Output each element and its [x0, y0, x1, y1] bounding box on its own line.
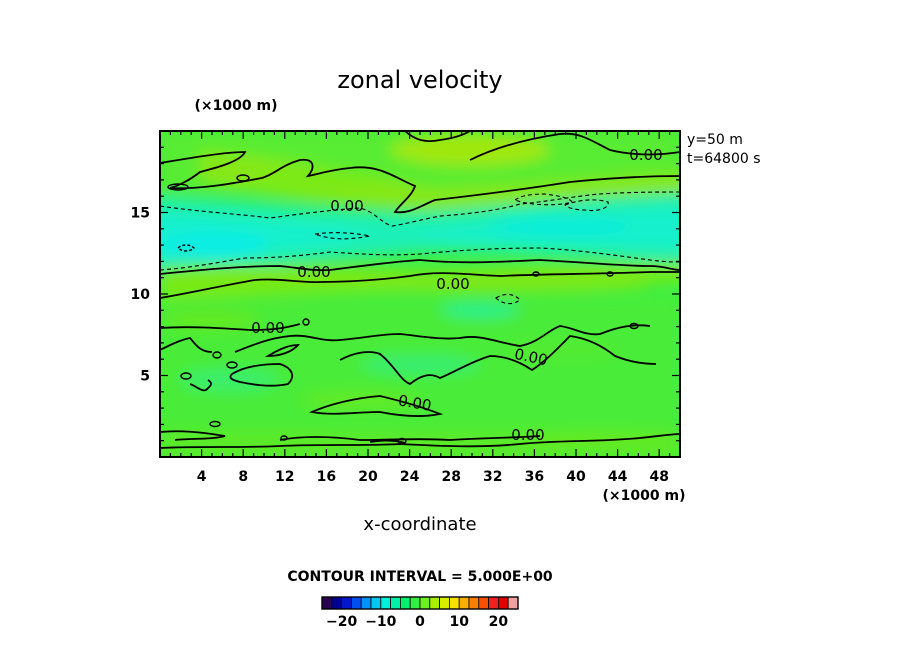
colorbar-frame	[321, 596, 519, 610]
y-scale-label: (×1000 m)	[195, 98, 278, 114]
contour-label: 0.00	[297, 263, 330, 281]
colorbar-swatch	[370, 596, 382, 610]
colorbar-tick-labels: −20 −10 0 10 20	[326, 614, 508, 630]
x-tick-label: 16	[317, 469, 336, 485]
x-tick-label: 28	[441, 469, 460, 485]
x-tick-label: 20	[358, 469, 378, 485]
colorbar-swatch	[439, 596, 450, 610]
x-tick-label: 44	[608, 469, 628, 485]
x-tick-label: 4	[197, 469, 207, 485]
y-tick-label: 5	[140, 369, 150, 385]
contour-label: 0.00	[511, 426, 544, 444]
colorbar-swatch	[380, 596, 391, 610]
annotation-t: t=64800 s	[687, 151, 761, 167]
x-tick-label: 8	[238, 469, 248, 485]
annotation-y: y=50 m	[687, 132, 743, 148]
x-tick-label: 40	[566, 469, 586, 485]
colorbar-swatch	[390, 596, 401, 610]
colorbar-swatch	[399, 596, 411, 610]
colorbar-tick-label: 10	[449, 614, 469, 630]
x-tick-label: 48	[649, 469, 668, 485]
colorbar-swatch	[478, 596, 489, 610]
chart-title: zonal velocity	[337, 66, 502, 94]
colorbar-swatch	[419, 596, 431, 610]
colorbar-swatch	[497, 596, 509, 610]
colorbar-swatch	[409, 596, 421, 610]
contour-interval: CONTOUR INTERVAL = 5.000E+00	[287, 569, 553, 585]
contour-labels: 0.00 0.00 0.00 0.00 0.00 0.00 0.00 0.00	[251, 146, 662, 444]
contour-label: 0.00	[330, 197, 363, 215]
colorbar-swatch	[488, 596, 499, 610]
colorbar-swatch	[350, 596, 362, 610]
colorbar-tick-label: −10	[365, 614, 396, 630]
contour-label: 0.00	[397, 391, 433, 415]
colorbar-swatch	[458, 596, 470, 610]
colorbar	[321, 596, 519, 610]
colorbar-swatch	[507, 596, 519, 610]
colorbar-swatch	[321, 596, 333, 610]
plot-frame	[159, 130, 681, 458]
x-tick-label: 12	[275, 469, 294, 485]
y-tick-label: 10	[131, 287, 151, 303]
contour-label: 0.00	[436, 275, 469, 293]
x-tick-label: 24	[400, 469, 420, 485]
contour-label: 0.00	[251, 319, 284, 337]
colorbar-swatch	[448, 596, 460, 610]
colorbar-tick-label: −20	[326, 614, 357, 630]
x-tick-label: 32	[483, 469, 502, 485]
y-tick-label: 15	[131, 206, 150, 222]
contour-lines	[160, 131, 680, 449]
colorbar-swatch	[360, 596, 372, 610]
contour-label: 0.00	[629, 146, 662, 164]
colorbar-tick-label: 0	[415, 614, 425, 630]
x-scale-label: (×1000 m)	[603, 488, 686, 504]
colorbar-swatch	[429, 596, 440, 610]
colorbar-swatch	[468, 596, 480, 610]
colorbar-swatch	[331, 596, 342, 610]
x-tick-label: 36	[525, 469, 544, 485]
x-axis-label: x-coordinate	[363, 514, 476, 535]
colorbar-swatch	[341, 596, 352, 610]
colorbar-tick-label: 20	[489, 614, 509, 630]
